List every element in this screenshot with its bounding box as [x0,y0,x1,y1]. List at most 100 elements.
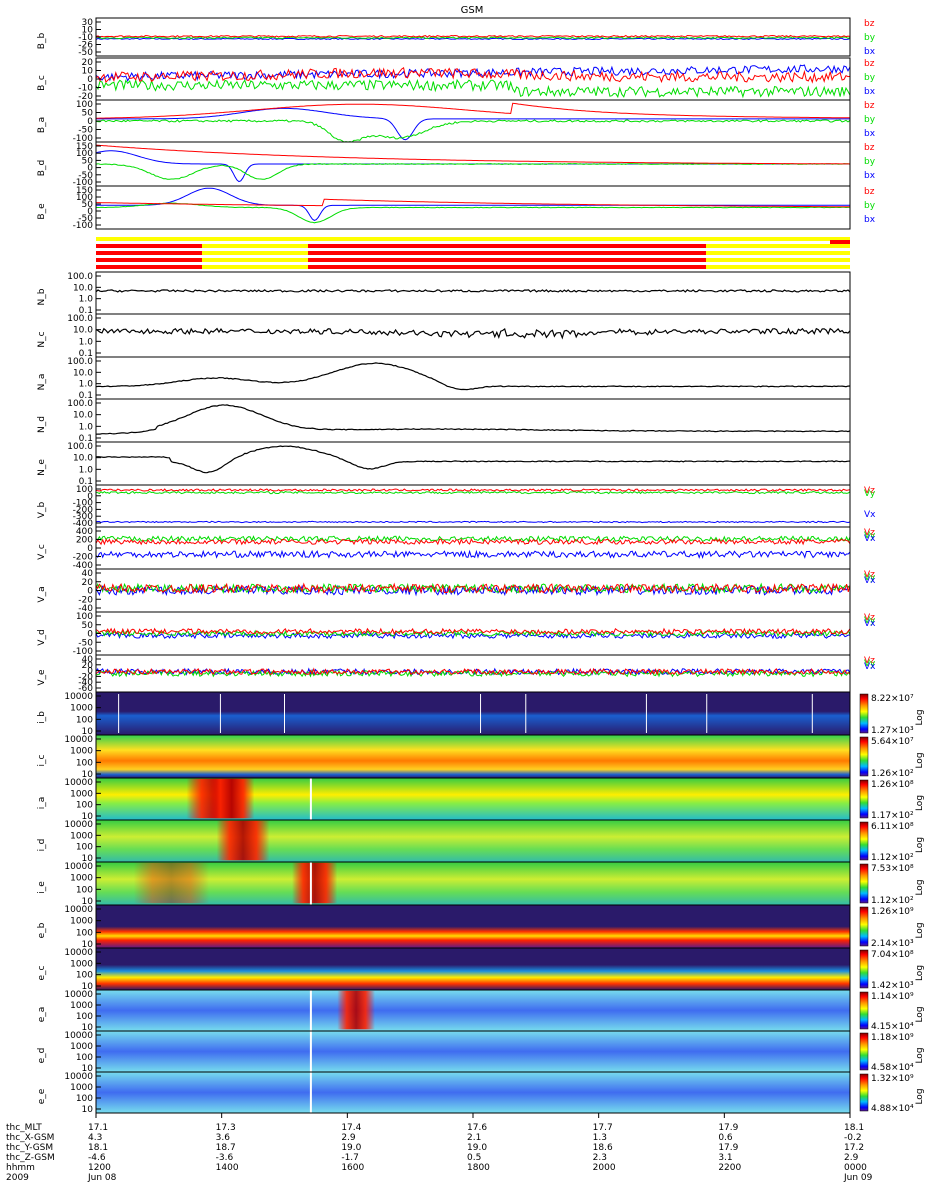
n-panel-tick-1-0: 100.0 [67,314,93,324]
v-panel-legend-3-2: Vx [864,619,876,629]
spectrogram-tick-0-2: 100 [76,715,93,725]
time-axis-row-label-2: thc_Y-GSM [6,1143,53,1153]
spectrogram-ylabel-9: e_e [37,1088,47,1104]
spectrogram-image-3 [96,820,850,862]
time-axis-value-2-3: -1.7 [341,1153,359,1163]
v-panel-ylabel-3: V_d [37,629,47,645]
spectrogram-colorbar-7 [859,991,869,1030]
spectrogram-colorbar-min-0: 1.27×10³ [871,726,914,736]
v-panel-legend-2-0: Vz [864,570,875,580]
b-panel-tick-1-0: 20 [82,58,94,68]
v-panel-tick-2-2: 0 [87,587,93,597]
mode-bar-red-1-3 [308,265,706,269]
spectrogram-colorbar-min-6: 1.42×10³ [871,981,914,991]
spectrogram-tick-9-3: 10 [82,1105,94,1115]
b-panel-ylabel-3: B_d [37,160,47,176]
spectrogram-colorbar-max-2: 1.26×10⁸ [871,780,914,790]
n-series-2 [95,362,851,391]
n-panel-tick-3-3: 0.1 [79,434,93,444]
n-panel-tick-1-2: 1.0 [79,337,94,347]
v-panel-tick-1-0: 400 [76,527,93,537]
spectrogram-tick-9-0: 10000 [64,1072,93,1082]
spectrogram-colorbar-unit-1: Log [915,752,925,768]
spectrogram-tick-5-0: 10000 [64,905,93,915]
spectrogram-colorbar-unit-0: Log [915,709,925,725]
time-axis-value-0-2: 18.1 [88,1143,108,1153]
b-panel-tick-0-4: -50 [78,48,93,58]
spectrogram-colorbar-5 [859,906,869,947]
n-panel-tick-2-1: 10.0 [73,368,93,378]
spectrogram-colorbar-unit-9: Log [915,1088,925,1104]
spectrogram-colorbar-1 [859,736,869,777]
v-panel-ylabel-4: V_e [37,669,47,686]
b-series-by-2 [95,119,851,143]
v-panel-tick-3-4: -100 [73,647,94,657]
time-axis-row-label-5: 2009 [6,1173,29,1183]
time-axis-value-0-0: 17.1 [88,1123,108,1133]
time-axis-row-label-0: thc_MLT [6,1123,42,1133]
n-panel-tick-0-2: 1.0 [79,295,94,305]
spectrogram-ylabel-1: i_c [37,754,47,766]
v-panel-legend-4-1: Vy [864,659,876,669]
v-panel-tick-4-4: -40 [78,678,93,688]
n-panel-frame-1 [95,313,851,358]
b-panel-tick-4-1: 100 [76,193,93,203]
b-series-bz-3 [95,144,850,165]
v-panel-tick-0-2: -100 [73,499,94,509]
n-series-3 [95,404,851,435]
b-panel-tick-3-2: 50 [82,156,94,166]
spectrogram-tick-6-2: 100 [76,971,93,981]
time-axis-value-2-2: 19.0 [341,1143,361,1153]
b-series-by-4 [95,202,851,224]
b-series-by-0 [95,36,851,40]
v-panel-tick-3-0: 100 [76,612,93,622]
spectrogram-colorbar-8 [859,1032,869,1071]
v-panel-tick-0-5: -400 [73,519,94,529]
spectrogram-tick-9-1: 1000 [70,1083,93,1093]
spectrogram-colorbar-2 [859,779,869,819]
v-panel-tick-1-2: 0 [87,544,93,554]
time-axis-value-5-1: 0.6 [718,1133,733,1143]
b-panel-tick-3-3: 0 [87,164,93,174]
b-panel-legend-2-0: bz [864,101,875,111]
spectrogram-colorbar-unit-4: Log [915,879,925,895]
spectrogram-colorbar-min-1: 1.26×10² [871,769,914,779]
b-panel-tick-0-3: -26 [78,41,93,51]
time-axis-value-2-0: 17.4 [341,1123,361,1133]
mode-bar-red-1-1 [308,251,706,255]
v-panel-tick-0-4: -300 [73,512,94,522]
spectrogram-image-4 [96,862,850,905]
v-series-vz-3 [95,627,851,636]
time-axis-value-5-0: 17.9 [718,1123,738,1133]
spectrogram-tick-5-3: 10 [82,940,94,950]
spectrogram-tick-1-2: 100 [76,758,93,768]
spectrogram-image-0 [96,692,850,735]
spectrogram-tick-4-1: 1000 [70,874,93,884]
spectrogram-colorbar-unit-5: Log [915,922,925,938]
spectrogram-tick-8-3: 10 [82,1064,94,1074]
v-panel-tick-4-5: -60 [78,684,93,694]
n-panel-tick-4-2: 1.0 [79,465,94,475]
spectrogram-tick-4-2: 100 [76,885,93,895]
b-panel-legend-4-1: by [864,201,876,211]
v-series-vy-4 [95,669,851,678]
time-axis-value-6-1: -0.2 [844,1133,862,1143]
time-axis-value-3-4: 1800 [467,1163,490,1173]
n-panel-ylabel-4: N_e [37,459,47,476]
n-panel-tick-4-3: 0.1 [79,477,93,487]
mode-bar-red-0-0 [96,244,202,248]
time-axis-value-6-3: 2.9 [844,1153,859,1163]
spectrogram-hotspot-2-1 [209,778,255,819]
spectrogram-colorbar-0 [859,693,869,734]
v-panel-ylabel-0: V_b [37,502,47,519]
time-axis-value-2-1: 2.9 [341,1133,356,1143]
b-series-bz-1 [95,66,851,84]
v-panel-tick-3-2: 0 [87,630,93,640]
time-axis-value-3-1: 2.1 [467,1133,481,1143]
spectrogram-colorbar-3 [859,821,869,861]
mode-bar-red-0-2 [96,258,202,262]
v-panel-legend-1-0: Vz [864,528,875,538]
b-panel-legend-3-2: bx [864,171,876,181]
spectrogram-image-7 [96,990,850,1031]
